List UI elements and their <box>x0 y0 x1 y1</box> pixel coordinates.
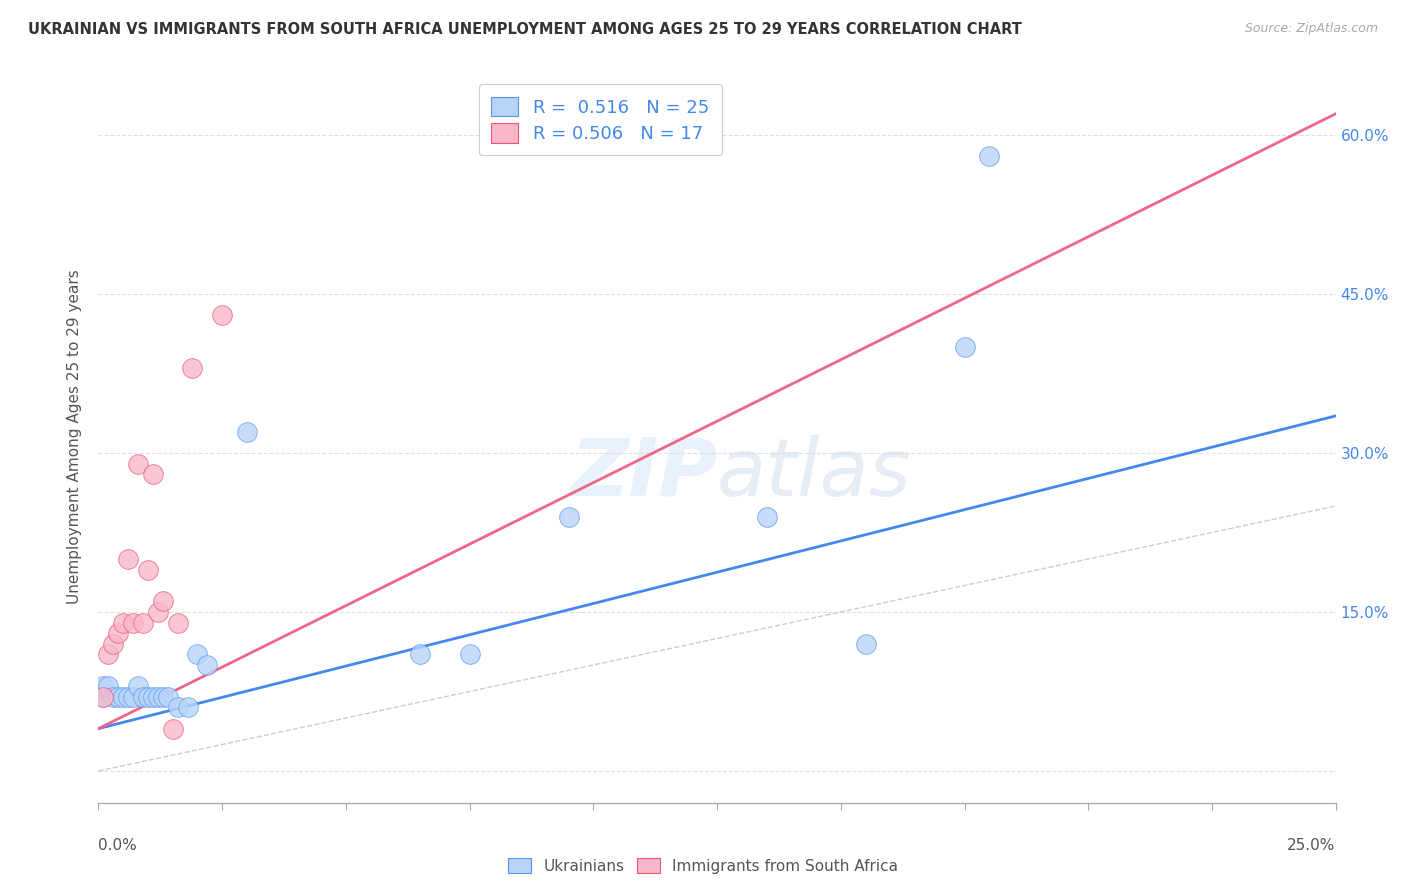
Point <box>132 690 155 704</box>
Point <box>755 509 778 524</box>
Point <box>181 361 204 376</box>
Point <box>166 615 188 630</box>
Point <box>107 690 129 704</box>
Point <box>117 690 139 704</box>
Point <box>97 679 120 693</box>
Legend: R =  0.516   N = 25, R = 0.506   N = 17: R = 0.516 N = 25, R = 0.506 N = 17 <box>478 84 721 155</box>
Point <box>93 690 115 704</box>
Point <box>127 679 149 693</box>
Point <box>162 722 184 736</box>
Text: 25.0%: 25.0% <box>1288 838 1336 854</box>
Point <box>953 340 976 354</box>
Point <box>409 648 432 662</box>
Point <box>97 648 120 662</box>
Point <box>855 637 877 651</box>
Point <box>557 509 579 524</box>
Point <box>186 648 208 662</box>
Point <box>142 467 165 482</box>
Point <box>112 615 135 630</box>
Point <box>152 594 174 608</box>
Point <box>103 690 125 704</box>
Point <box>122 690 145 704</box>
Point <box>152 690 174 704</box>
Point <box>146 690 169 704</box>
Point <box>458 648 481 662</box>
Point <box>136 690 159 704</box>
Point <box>93 679 115 693</box>
Legend: Ukrainians, Immigrants from South Africa: Ukrainians, Immigrants from South Africa <box>502 852 904 880</box>
Point <box>146 605 169 619</box>
Point <box>127 457 149 471</box>
Point <box>107 626 129 640</box>
Point <box>156 690 179 704</box>
Y-axis label: Unemployment Among Ages 25 to 29 years: Unemployment Among Ages 25 to 29 years <box>67 269 83 605</box>
Point <box>93 690 115 704</box>
Text: 0.0%: 0.0% <box>98 838 138 854</box>
Point <box>122 615 145 630</box>
Point <box>103 637 125 651</box>
Point <box>112 690 135 704</box>
Point <box>132 615 155 630</box>
Point <box>166 700 188 714</box>
Text: UKRAINIAN VS IMMIGRANTS FROM SOUTH AFRICA UNEMPLOYMENT AMONG AGES 25 TO 29 YEARS: UKRAINIAN VS IMMIGRANTS FROM SOUTH AFRIC… <box>28 22 1022 37</box>
Point <box>142 690 165 704</box>
Text: Source: ZipAtlas.com: Source: ZipAtlas.com <box>1244 22 1378 36</box>
Point <box>211 308 233 322</box>
Point <box>979 149 1001 163</box>
Text: ZIP: ZIP <box>569 434 717 513</box>
Point <box>236 425 259 439</box>
Point <box>176 700 198 714</box>
Point <box>117 552 139 566</box>
Point <box>195 658 218 673</box>
Text: atlas: atlas <box>717 434 912 513</box>
Point <box>136 563 159 577</box>
